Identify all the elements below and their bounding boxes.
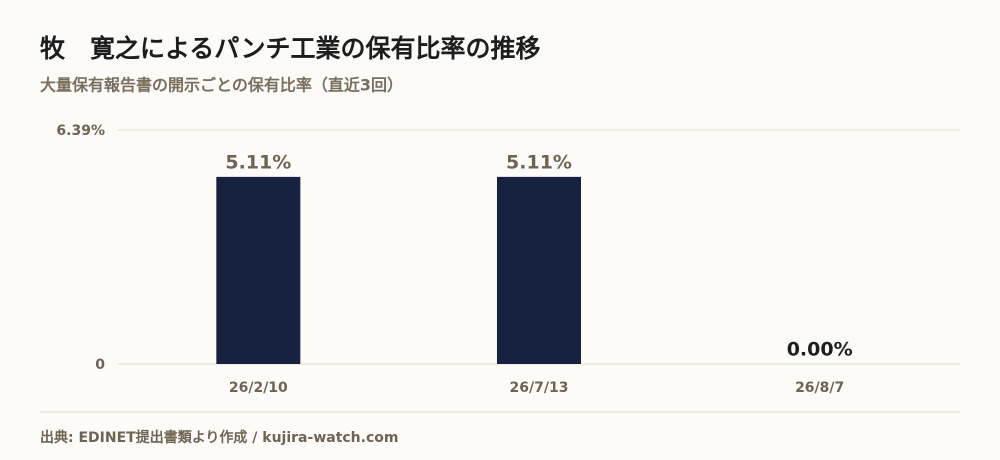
source-note: 出典: EDINET提出書類より作成 / kujira-watch.com bbox=[40, 429, 398, 446]
x-tick-label: 26/7/13 bbox=[510, 380, 569, 396]
value-label: 5.11% bbox=[225, 151, 291, 173]
y-tick-label: 0 bbox=[95, 357, 105, 373]
x-tick-label: 26/8/7 bbox=[795, 380, 844, 396]
x-tick-label: 26/2/10 bbox=[229, 380, 288, 396]
chart-title: 牧 寛之によるパンチ工業の保有比率の推移 bbox=[40, 34, 541, 63]
value-label: 0.00% bbox=[787, 339, 853, 361]
value-label: 5.11% bbox=[506, 151, 572, 173]
bar bbox=[216, 176, 301, 364]
y-tick-label: 6.39% bbox=[56, 123, 105, 139]
chart-subtitle: 大量保有報告書の開示ごとの保有比率（直近3回） bbox=[40, 76, 403, 95]
bar bbox=[497, 176, 581, 364]
